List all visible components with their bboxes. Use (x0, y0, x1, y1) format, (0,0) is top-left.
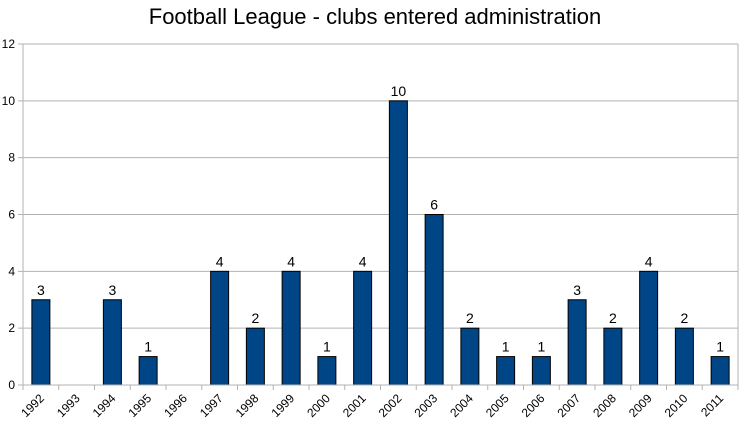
data-label: 2 (609, 310, 617, 326)
data-label: 2 (466, 310, 474, 326)
bar (674, 327, 694, 386)
x-tick-label: 2009 (626, 391, 655, 420)
x-tick-label: 1992 (18, 391, 47, 420)
y-tick-label: 10 (2, 94, 16, 108)
bar (424, 214, 444, 386)
data-label: 3 (573, 282, 581, 298)
x-tick-label: 2007 (554, 391, 583, 420)
data-label: 4 (645, 253, 653, 269)
bar (102, 299, 122, 386)
data-label: 1 (716, 339, 724, 355)
bar (710, 356, 730, 386)
x-tick-label: 1999 (268, 391, 297, 420)
bar (496, 356, 516, 386)
bar (210, 270, 230, 386)
data-label: 4 (359, 253, 367, 269)
data-label: 1 (502, 339, 510, 355)
x-tick-label: 2004 (447, 391, 476, 420)
data-label: 10 (391, 83, 407, 99)
x-tick-label: 2005 (483, 391, 512, 420)
x-tick-label: 2008 (590, 391, 619, 420)
x-tick-label: 2006 (519, 391, 548, 420)
x-tick-label: 1993 (54, 391, 83, 420)
data-label: 3 (37, 282, 45, 298)
x-tick-label: 2001 (340, 391, 369, 420)
x-tick-label: 2000 (304, 391, 333, 420)
x-tick-label: 1997 (197, 391, 226, 420)
x-tick-label: 2011 (698, 391, 726, 419)
y-tick-label: 4 (8, 264, 15, 278)
x-tick-label: 2010 (662, 391, 691, 420)
bar (138, 356, 158, 386)
bar (281, 270, 301, 386)
data-label: 6 (430, 197, 438, 213)
data-label: 4 (216, 253, 224, 269)
x-tick-label: 1995 (125, 391, 154, 420)
bar (353, 270, 373, 386)
data-label: 1 (323, 339, 331, 355)
bar (567, 299, 587, 386)
data-label: 4 (287, 253, 295, 269)
data-label: 2 (251, 310, 259, 326)
bar (603, 327, 623, 386)
x-tick-label: 2003 (411, 391, 440, 420)
data-label: 3 (108, 282, 116, 298)
y-tick-label: 2 (8, 321, 15, 335)
data-label: 2 (680, 310, 688, 326)
x-tick-label: 2002 (376, 391, 405, 420)
y-tick-label: 6 (8, 208, 15, 222)
y-tick-label: 8 (8, 151, 15, 165)
y-tick-label: 12 (2, 37, 16, 51)
bar (531, 356, 551, 386)
bar (31, 299, 51, 386)
y-tick-label: 0 (8, 378, 15, 392)
chart-title: Football League - clubs entered administ… (148, 4, 602, 29)
x-tick-label: 1996 (161, 391, 190, 420)
bar (245, 327, 265, 386)
data-label: 1 (144, 339, 152, 355)
bar (317, 356, 337, 386)
data-label: 1 (537, 339, 545, 355)
bar (460, 327, 480, 386)
x-tick-label: 1998 (233, 391, 262, 420)
x-tick-label: 1994 (90, 391, 119, 420)
bar (639, 270, 659, 386)
bar (388, 100, 408, 386)
